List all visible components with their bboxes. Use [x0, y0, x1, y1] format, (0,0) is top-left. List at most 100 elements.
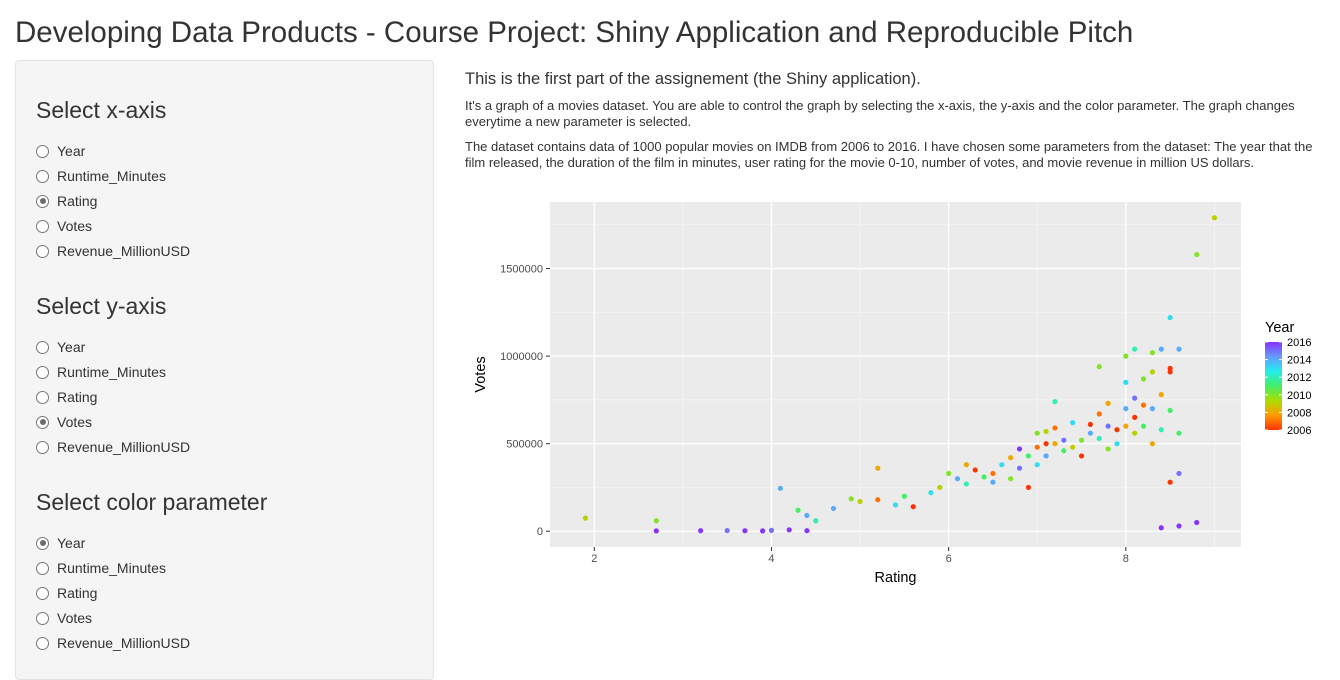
- data-point: [1132, 346, 1138, 352]
- radio-label: Votes: [57, 610, 93, 626]
- x-tick-label: 4: [768, 553, 774, 565]
- data-point: [1105, 400, 1111, 406]
- data-point: [928, 490, 934, 496]
- data-point: [1176, 523, 1182, 529]
- data-point: [1105, 423, 1111, 429]
- radio-button-icon[interactable]: [36, 194, 49, 208]
- data-point: [1052, 399, 1058, 405]
- radio-button-icon[interactable]: [36, 365, 49, 379]
- data-point: [1034, 462, 1040, 468]
- data-point: [1052, 425, 1058, 431]
- group-label-y-axis: Select y-axis: [36, 293, 167, 319]
- radio-label: Rating: [57, 585, 98, 601]
- radio-label: Revenue_MillionUSD: [57, 243, 191, 259]
- data-point: [724, 527, 730, 534]
- data-point: [972, 467, 978, 473]
- radio-x-axis-votes[interactable]: Votes: [36, 216, 92, 236]
- radio-label: Votes: [57, 218, 93, 234]
- page-title: Developing Data Products - Course Projec…: [15, 16, 1134, 49]
- radio-button-icon[interactable]: [36, 611, 49, 625]
- radio-label: Revenue_MillionUSD: [57, 635, 191, 651]
- radio-x-axis-year[interactable]: Year: [36, 141, 85, 161]
- description-paragraph-2: The dataset contains data of 1000 popula…: [465, 139, 1313, 170]
- data-point: [990, 470, 996, 477]
- data-point: [1043, 441, 1049, 447]
- radio-button-icon[interactable]: [36, 415, 49, 429]
- data-point: [1078, 453, 1085, 459]
- radio-label: Revenue_MillionUSD: [57, 439, 191, 455]
- radio-label: Runtime_Minutes: [57, 168, 166, 184]
- data-point: [1078, 437, 1085, 443]
- radio-color-rating[interactable]: Rating: [36, 583, 97, 603]
- data-point: [1176, 470, 1182, 477]
- data-point: [777, 485, 783, 491]
- data-point: [1149, 369, 1156, 375]
- radio-button-icon[interactable]: [36, 340, 49, 354]
- data-point: [795, 507, 801, 513]
- radio-color-year[interactable]: Year: [36, 533, 85, 553]
- radio-color-votes[interactable]: Votes: [36, 608, 92, 628]
- x-tick-label: 2: [591, 553, 597, 565]
- data-point: [1149, 350, 1156, 356]
- data-point: [768, 527, 775, 533]
- legend-tick-label: 2014: [1287, 355, 1311, 367]
- data-point: [892, 502, 899, 508]
- radio-label: Year: [57, 339, 86, 355]
- x-axis-label: Rating: [875, 570, 917, 586]
- radio-button-icon[interactable]: [36, 636, 49, 650]
- radio-label: Votes: [57, 414, 93, 430]
- radio-button-icon[interactable]: [36, 144, 49, 158]
- data-point: [830, 505, 837, 512]
- radio-button-icon[interactable]: [36, 390, 49, 404]
- radio-button-icon[interactable]: [36, 536, 49, 550]
- data-point: [901, 493, 907, 499]
- radio-color-runtime-minutes[interactable]: Runtime_Minutes: [36, 558, 166, 578]
- data-point: [1211, 215, 1218, 221]
- data-point: [1167, 407, 1173, 414]
- data-point: [1105, 446, 1111, 452]
- radio-button-icon[interactable]: [36, 440, 49, 454]
- data-point: [981, 474, 987, 480]
- data-point: [813, 518, 819, 524]
- radio-button-icon[interactable]: [36, 586, 49, 600]
- radio-button-icon[interactable]: [36, 561, 49, 575]
- legend-colorbar: [1265, 342, 1282, 430]
- x-tick-label: 6: [946, 553, 952, 565]
- data-point: [1034, 430, 1040, 436]
- radio-y-axis-revenue-millionusd[interactable]: Revenue_MillionUSD: [36, 437, 190, 457]
- scatter-plot: 2 4 6 8 0 500000 1000000 1500000 Rating Votes Year…: [473, 202, 1311, 586]
- data-point: [1123, 379, 1129, 385]
- data-point: [1132, 395, 1138, 401]
- data-point: [582, 515, 589, 521]
- radio-label: Rating: [57, 389, 98, 405]
- data-point: [1087, 421, 1093, 428]
- data-point: [742, 528, 748, 534]
- data-point: [1025, 484, 1031, 491]
- radio-y-axis-rating[interactable]: Rating: [36, 387, 97, 407]
- data-point: [1149, 406, 1156, 412]
- data-point: [1158, 346, 1164, 352]
- radio-x-axis-rating[interactable]: Rating: [36, 191, 97, 211]
- radio-x-axis-runtime-minutes[interactable]: Runtime_Minutes: [36, 166, 166, 186]
- data-point: [963, 462, 969, 468]
- radio-y-axis-votes[interactable]: Votes: [36, 412, 92, 432]
- data-point: [1158, 525, 1164, 531]
- data-point: [1034, 444, 1040, 450]
- data-point: [653, 528, 659, 534]
- data-point: [1070, 420, 1076, 426]
- data-point: [1096, 364, 1102, 370]
- radio-button-icon[interactable]: [36, 244, 49, 258]
- data-point: [1149, 441, 1156, 447]
- data-point: [1008, 455, 1014, 461]
- y-axis-label: Votes: [473, 356, 489, 392]
- radio-button-icon[interactable]: [36, 169, 49, 183]
- data-point: [875, 497, 881, 503]
- radio-y-axis-runtime-minutes[interactable]: Runtime_Minutes: [36, 362, 166, 382]
- y-tick-label: 1000000: [500, 351, 543, 363]
- radio-y-axis-year[interactable]: Year: [36, 337, 85, 357]
- legend-tick-label: 2006: [1287, 425, 1311, 437]
- radio-color-revenue-millionusd[interactable]: Revenue_MillionUSD: [36, 633, 190, 653]
- data-point: [1176, 346, 1182, 352]
- radio-button-icon[interactable]: [36, 219, 49, 233]
- radio-x-axis-revenue-millionusd[interactable]: Revenue_MillionUSD: [36, 241, 190, 261]
